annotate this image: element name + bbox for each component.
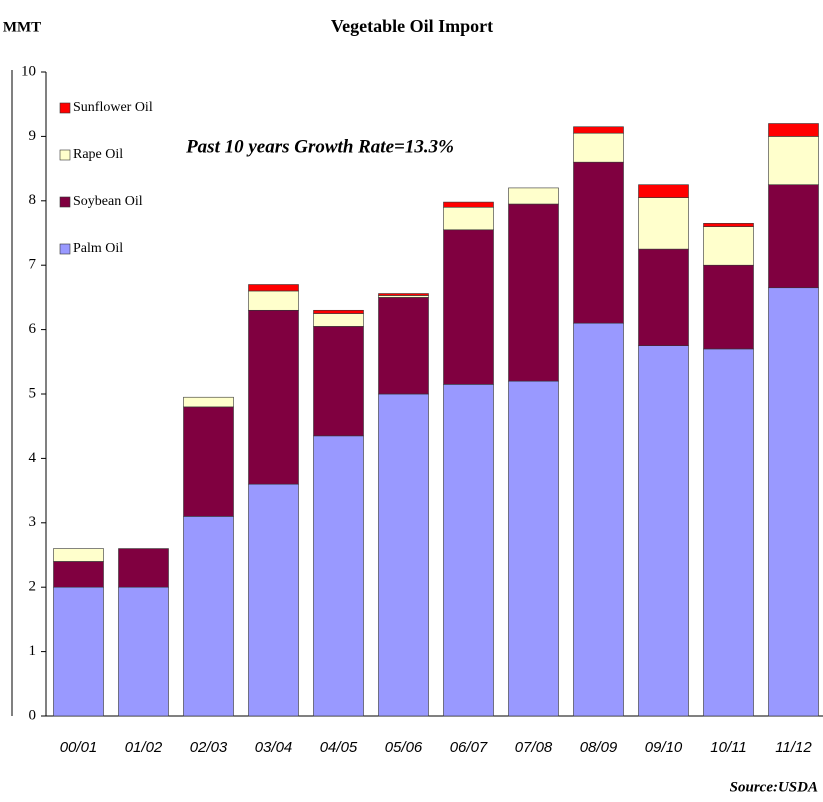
x-tick-label: 08/09 bbox=[580, 739, 618, 756]
y-tick-label: 4 bbox=[29, 450, 37, 466]
bar-segment bbox=[313, 435, 364, 717]
bar-segment bbox=[443, 201, 494, 208]
bar-segment bbox=[768, 123, 819, 137]
bar-segment bbox=[443, 384, 494, 717]
bar-segment bbox=[573, 322, 624, 717]
bar-segment bbox=[53, 561, 104, 588]
y-tick-label: 5 bbox=[29, 385, 37, 401]
bar-segment bbox=[638, 184, 689, 198]
bar-segment bbox=[703, 223, 754, 227]
x-tick-label: 07/08 bbox=[515, 739, 553, 756]
x-tick-label: 10/11 bbox=[710, 739, 746, 756]
legend-swatch bbox=[59, 102, 71, 114]
bar-segment bbox=[703, 264, 754, 350]
bar-segment bbox=[313, 326, 364, 437]
legend-label: Palm Oil bbox=[73, 241, 123, 256]
bar-segment bbox=[573, 132, 624, 163]
y-axis-label: MMT bbox=[3, 19, 41, 35]
y-tick-label: 0 bbox=[29, 707, 37, 723]
x-tick-label: 06/07 bbox=[450, 739, 488, 756]
bar-segment bbox=[638, 197, 689, 250]
y-tick-label: 7 bbox=[29, 257, 37, 273]
bar-segment bbox=[183, 406, 234, 517]
legend-label: Soybean Oil bbox=[73, 194, 143, 209]
bar-segment bbox=[573, 126, 624, 134]
bar-segment bbox=[248, 284, 299, 292]
chart-title: Vegetable Oil Import bbox=[331, 16, 493, 36]
bar-segment bbox=[508, 203, 559, 382]
y-tick-label: 2 bbox=[29, 579, 37, 595]
y-tick-label: 9 bbox=[29, 128, 37, 144]
bar-segment bbox=[768, 184, 819, 289]
bar-segment bbox=[573, 161, 624, 324]
bar-segment bbox=[768, 287, 819, 717]
bar-segment bbox=[508, 380, 559, 717]
bar-segment bbox=[508, 187, 559, 205]
y-tick-label: 3 bbox=[29, 514, 37, 530]
bar-segment bbox=[703, 226, 754, 266]
x-tick-label: 03/04 bbox=[255, 739, 293, 756]
x-tick-label: 00/01 bbox=[60, 739, 98, 756]
x-tick-label: 02/03 bbox=[190, 739, 228, 756]
x-tick-label: 04/05 bbox=[320, 739, 358, 756]
bar-segment bbox=[638, 345, 689, 717]
bar-segment bbox=[378, 393, 429, 717]
bar-segment bbox=[638, 248, 689, 347]
bar-segment bbox=[378, 293, 429, 296]
legend-swatch bbox=[59, 243, 71, 255]
legend-label: Sunflower Oil bbox=[73, 100, 153, 115]
y-tick-label: 8 bbox=[29, 192, 37, 208]
bar-segment bbox=[248, 290, 299, 311]
legend-swatch bbox=[59, 149, 71, 161]
bar-segment bbox=[703, 348, 754, 717]
bar-segment bbox=[183, 396, 234, 408]
y-tick-label: 10 bbox=[21, 63, 36, 79]
x-tick-label: 01/02 bbox=[125, 739, 163, 756]
source: Source:USDA bbox=[730, 779, 818, 795]
bar-segment bbox=[248, 309, 299, 485]
annotation: Past 10 years Growth Rate=13.3% bbox=[185, 136, 454, 157]
y-tick-label: 1 bbox=[29, 643, 37, 659]
bar-segment bbox=[53, 586, 104, 717]
bar-segment bbox=[313, 309, 364, 314]
x-tick-label: 11/12 bbox=[775, 739, 812, 756]
bar-segment bbox=[443, 229, 494, 385]
bar-segment bbox=[183, 516, 234, 717]
bar-segment bbox=[248, 483, 299, 717]
bar-segment bbox=[768, 136, 819, 185]
bar-segment bbox=[118, 548, 169, 588]
bar-segment bbox=[118, 586, 169, 717]
bar-segment bbox=[53, 548, 104, 562]
bar-segment bbox=[313, 313, 364, 327]
x-tick-label: 05/06 bbox=[385, 739, 423, 756]
bar-segment bbox=[378, 297, 429, 395]
legend-label: Rape Oil bbox=[73, 147, 123, 162]
bar-segment bbox=[443, 206, 494, 231]
y-tick-label: 6 bbox=[29, 321, 37, 337]
x-tick-label: 09/10 bbox=[645, 739, 683, 756]
legend-swatch bbox=[59, 196, 71, 208]
